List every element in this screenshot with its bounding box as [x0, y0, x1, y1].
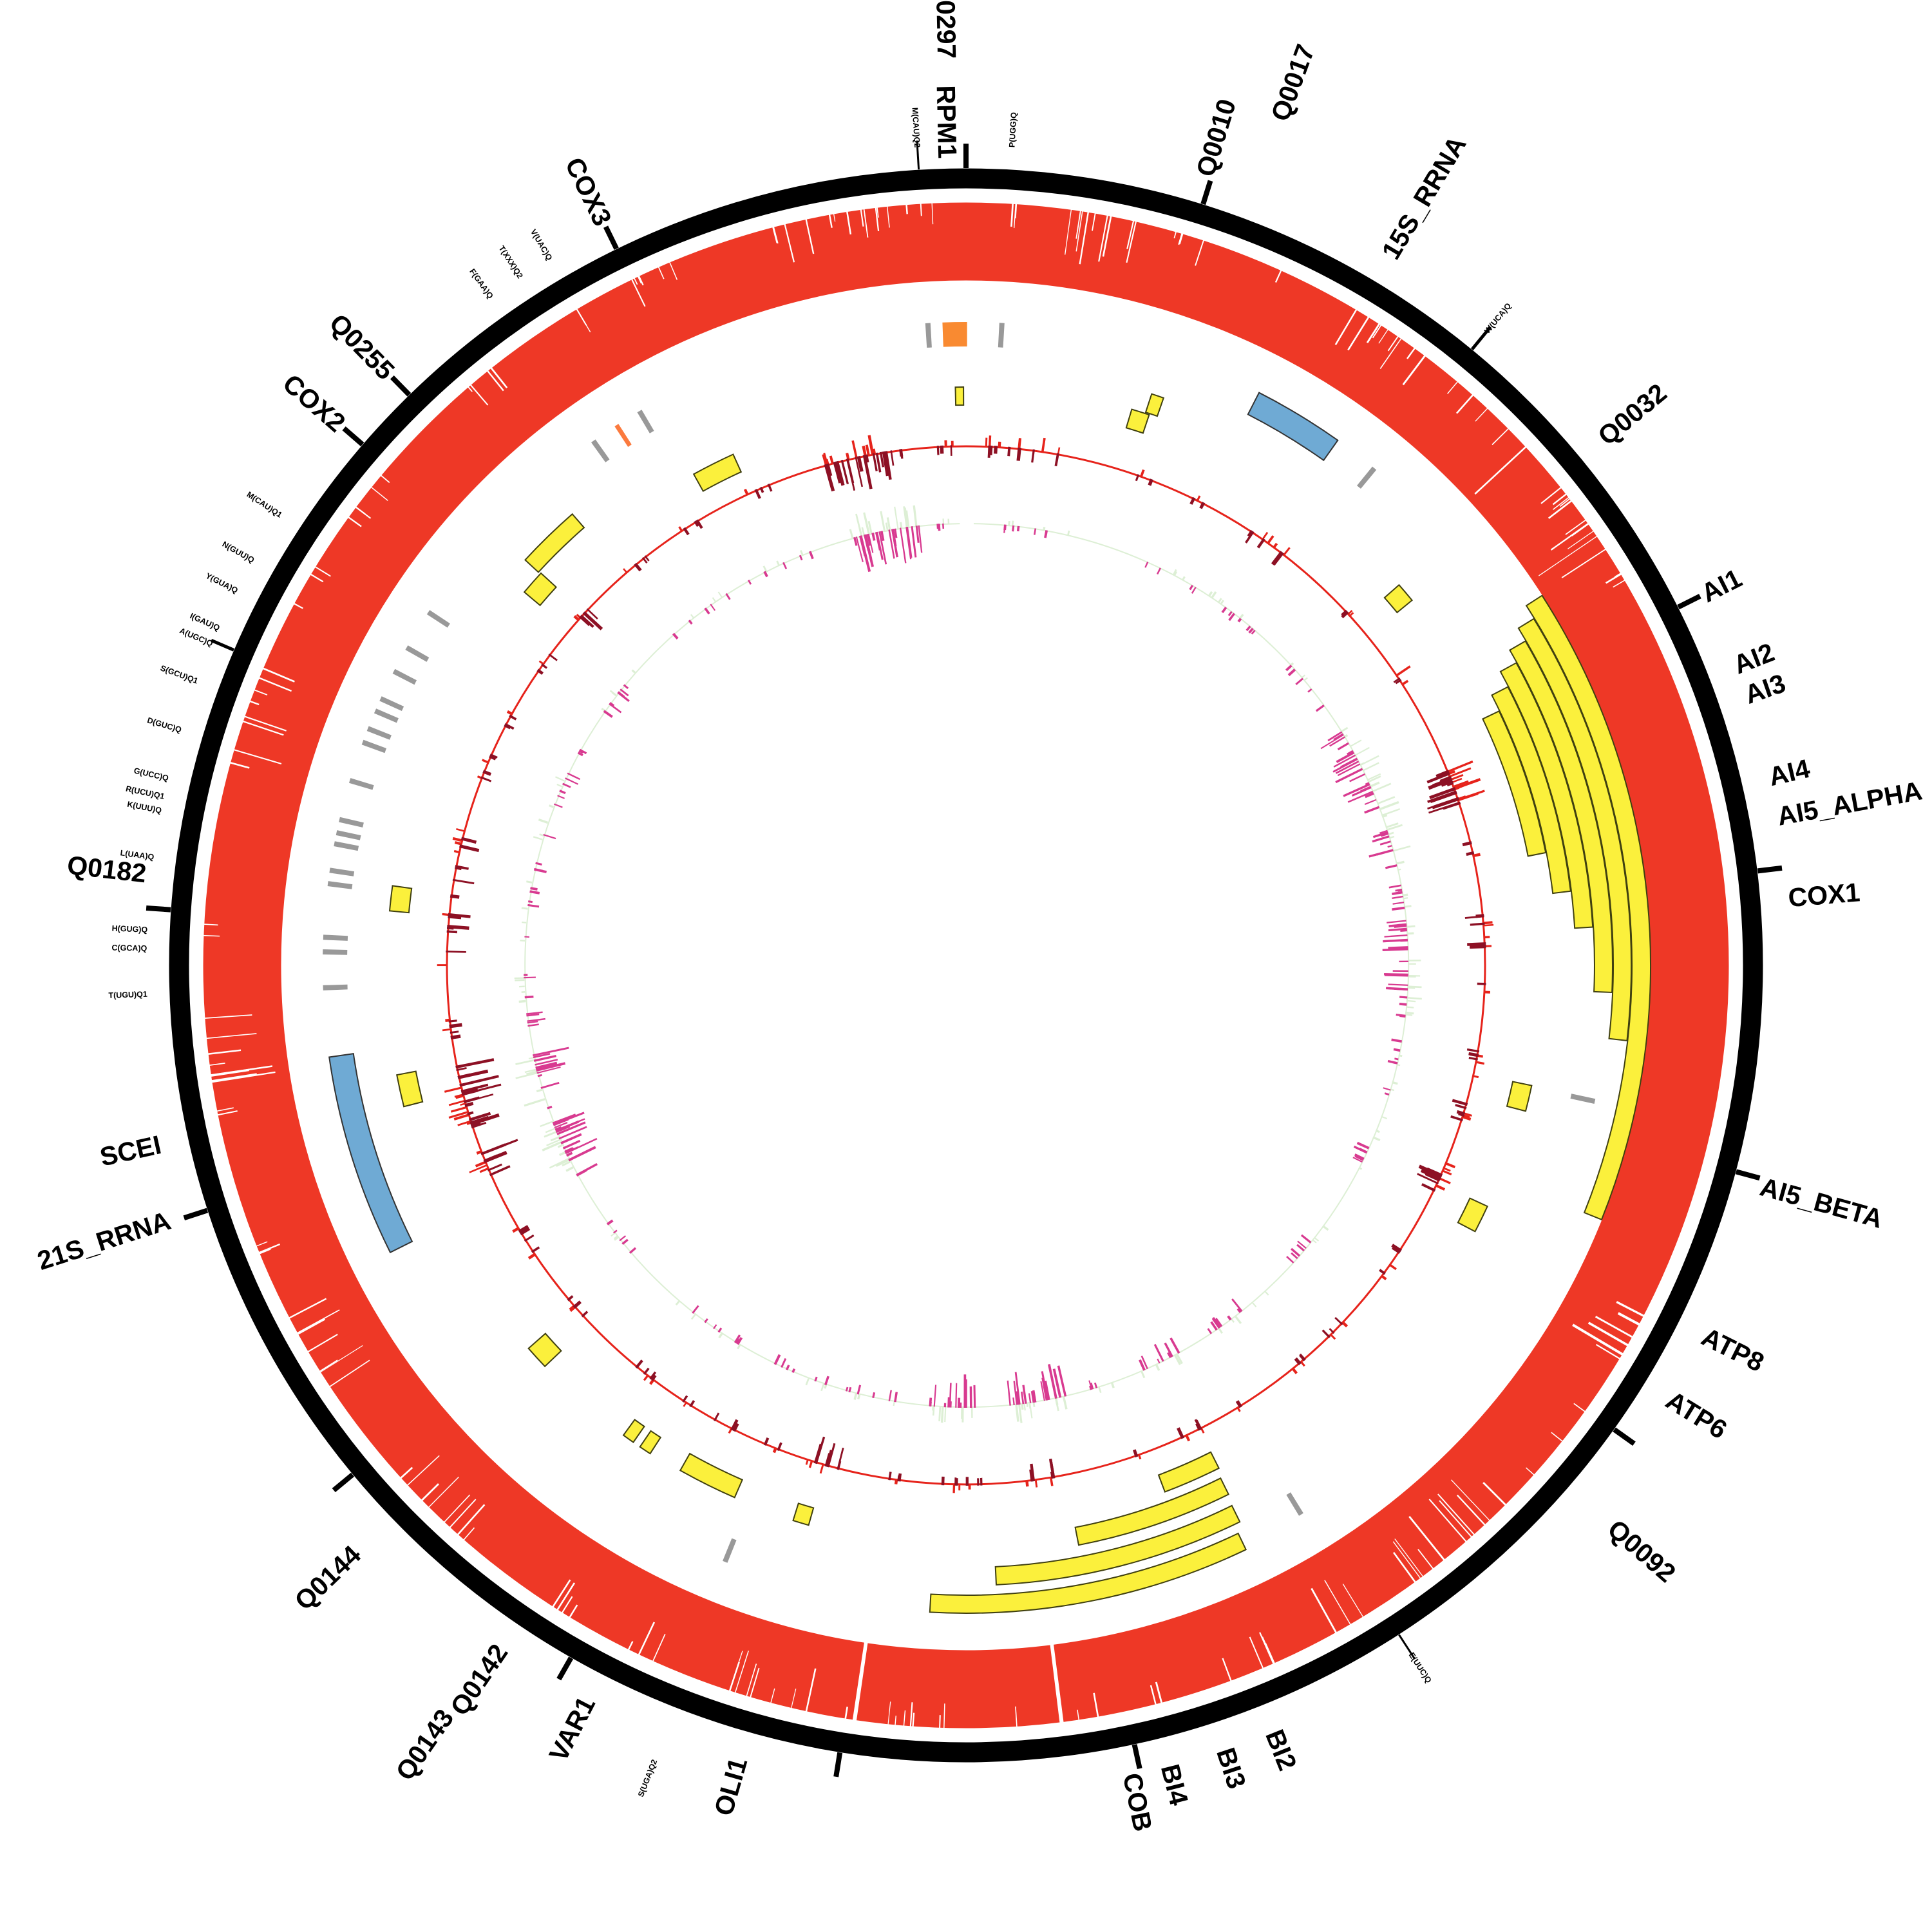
svg-text:COX1: COX1 — [1787, 877, 1861, 913]
svg-text:Q0297: Q0297 — [931, 0, 962, 59]
svg-text:P(UGG)Q: P(UGG)Q — [1007, 112, 1018, 148]
svg-text:RPM1: RPM1 — [931, 85, 963, 159]
svg-text:T(UGU)Q1: T(UGU)Q1 — [108, 990, 147, 1000]
svg-text:L(UAA)Q: L(UAA)Q — [120, 848, 155, 862]
svg-text:H(GUG)Q: H(GUG)Q — [111, 923, 147, 934]
svg-text:C(GCA)Q: C(GCA)Q — [111, 943, 147, 953]
svg-text:M(CAU)Q2: M(CAU)Q2 — [911, 107, 922, 147]
